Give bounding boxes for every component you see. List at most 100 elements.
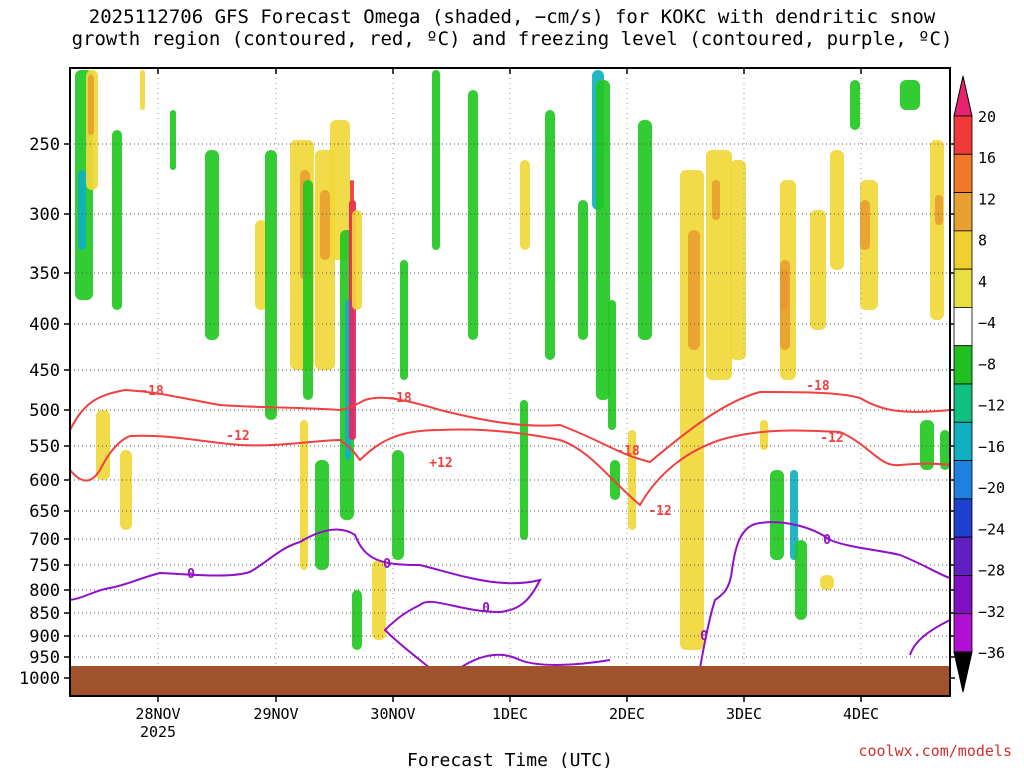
colorbar-label: 16 xyxy=(978,149,996,167)
omega-blob xyxy=(432,70,440,250)
omega-blob xyxy=(468,90,478,340)
omega-blob xyxy=(320,190,330,260)
y-tick-label: 950 xyxy=(29,648,60,668)
omega-blob xyxy=(610,460,620,500)
y-tick-label: 700 xyxy=(29,530,60,550)
omega-blob xyxy=(170,110,176,170)
colorbar-segment xyxy=(953,268,973,308)
colorbar-segment xyxy=(953,192,973,232)
y-tick-label: 650 xyxy=(29,502,60,522)
freezing-contour-line xyxy=(909,619,951,656)
colorbar-segment xyxy=(953,383,973,423)
colorbar-label: −4 xyxy=(978,314,996,332)
x-tick-label: 4DEC xyxy=(843,705,879,723)
colorbar-segment xyxy=(953,153,973,193)
omega-blob xyxy=(545,110,555,360)
x-tick-sublabel: 2025 xyxy=(140,723,176,741)
omega-blob xyxy=(638,120,652,340)
colorbar-bottom-arrow xyxy=(953,651,973,693)
freezing-contour-line xyxy=(69,528,542,669)
y-tick-label: 350 xyxy=(29,264,60,284)
y-tick-label: 600 xyxy=(29,471,60,491)
freezing-contour-line xyxy=(459,653,611,669)
colorbar-segment xyxy=(953,536,973,576)
chart-title: 2025112706 GFS Forecast Omega (shaded, −… xyxy=(0,6,1024,50)
y-tick-label: 300 xyxy=(29,205,60,225)
omega-blob xyxy=(780,260,790,350)
omega-blob xyxy=(850,80,860,130)
x-tick-label: 3DEC xyxy=(726,705,762,723)
colorbar-label: −20 xyxy=(978,479,1005,497)
dgz-contour-label: -18 xyxy=(616,444,640,459)
title-line-1: 2025112706 GFS Forecast Omega (shaded, −… xyxy=(88,6,936,28)
colorbar-segment xyxy=(953,498,973,538)
omega-blob xyxy=(392,450,404,560)
omega-blob xyxy=(96,410,110,480)
y-tick-label: 800 xyxy=(29,581,60,601)
x-tick-label: 29NOV xyxy=(253,705,298,723)
dgz-contour-line xyxy=(69,428,951,507)
omega-blob xyxy=(920,420,934,470)
dgz-contour-label: -18 xyxy=(388,391,412,406)
omega-blob xyxy=(140,70,145,110)
omega-blob xyxy=(795,540,807,620)
colorbar-segment xyxy=(953,230,973,270)
omega-blob xyxy=(520,160,530,250)
colorbar-segment xyxy=(953,613,973,653)
y-tick-label: 900 xyxy=(29,627,60,647)
dgz-contour-label: +12 xyxy=(429,456,452,471)
colorbar-segment xyxy=(953,307,973,347)
freezing-contour-line xyxy=(699,521,951,669)
colorbar-segment xyxy=(953,575,973,615)
omega-blob xyxy=(940,430,950,470)
colorbar-label: 12 xyxy=(978,190,996,208)
omega-blob xyxy=(352,210,362,310)
omega-blob xyxy=(760,420,768,450)
colorbar-label: −8 xyxy=(978,355,996,373)
omega-blob xyxy=(255,220,267,310)
omega-blob xyxy=(820,575,834,590)
x-tick-label: 2DEC xyxy=(609,705,645,723)
freezing-contour-label: 0 xyxy=(823,533,831,548)
colorbar-segment xyxy=(953,421,973,461)
omega-shading xyxy=(75,70,950,650)
omega-blob xyxy=(265,150,277,420)
y-tick-label: 250 xyxy=(29,135,60,155)
omega-blob xyxy=(596,80,610,400)
omega-blob xyxy=(790,470,798,560)
omega-blob xyxy=(712,180,720,220)
colorbar-segment xyxy=(953,345,973,385)
dgz-contour-label: -12 xyxy=(820,431,843,446)
omega-blob xyxy=(935,195,943,225)
omega-blob xyxy=(930,140,944,320)
dgz-contour-label: -12 xyxy=(648,504,671,519)
colorbar-label: 4 xyxy=(978,273,987,291)
omega-blob xyxy=(372,560,386,640)
colorbar-label: 8 xyxy=(978,232,987,250)
colorbar-label: −16 xyxy=(978,438,1005,456)
dgz-contour-line xyxy=(69,388,951,464)
omega-blob xyxy=(205,150,219,340)
title-line-2: growth region (contoured, red, ºC) and f… xyxy=(71,28,953,50)
colorbar-label: −32 xyxy=(978,603,1005,621)
dgz-contour-label: -18 xyxy=(806,379,830,394)
colorbar-segment xyxy=(953,460,973,500)
y-tick-label: 850 xyxy=(29,604,60,624)
omega-blob xyxy=(300,420,308,570)
y-tick-label: 550 xyxy=(29,437,60,457)
omega-blob xyxy=(900,80,920,110)
contours: -18 -12 -18 +12 -18 -12 -18 -12 0 0 0 0 0 xyxy=(69,379,951,669)
omega-blob xyxy=(730,160,746,360)
omega-blob xyxy=(352,590,362,650)
colorbar: 20 16 12 8 4 −4 −8 −12 −16 −20 −24 −28 −32 −36 xyxy=(953,75,1005,693)
freezing-contour-label: 0 xyxy=(383,557,391,572)
omega-blob xyxy=(315,460,329,570)
omega-blob xyxy=(578,200,588,340)
dgz-contour-label: -12 xyxy=(226,429,249,444)
y-tick-label: 750 xyxy=(29,556,60,576)
omega-blob xyxy=(810,210,826,330)
colorbar-label: −24 xyxy=(978,520,1005,538)
x-tick-label: 28NOV xyxy=(135,705,180,723)
